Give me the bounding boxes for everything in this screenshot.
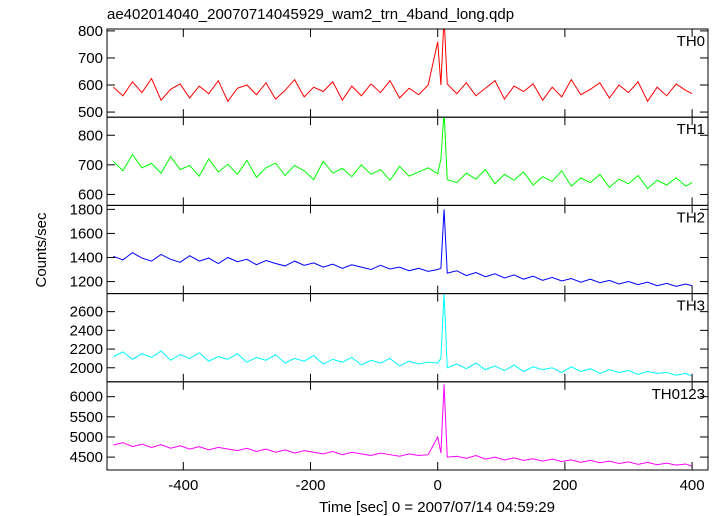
panel-label: TH2 — [677, 209, 705, 226]
y-tick-label: 4500 — [70, 449, 103, 466]
y-tick-label: 600 — [78, 186, 103, 203]
y-tick-label: 2400 — [70, 322, 103, 339]
y-tick-label: 2600 — [70, 304, 103, 321]
y-tick-label: 700 — [78, 157, 103, 174]
series-line — [113, 117, 693, 190]
y-tick-label: 5500 — [70, 409, 103, 426]
panel-label: TH0123 — [652, 386, 705, 403]
y-tick-label: 1200 — [70, 274, 103, 291]
y-axis-label: Counts/sec — [33, 212, 50, 288]
x-tick-label: 200 — [552, 477, 577, 494]
y-tick-label: 800 — [78, 23, 103, 40]
x-tick-label: -400 — [168, 477, 198, 494]
x-tick-label: -200 — [295, 477, 325, 494]
y-tick-label: 2000 — [70, 360, 103, 377]
x-tick-label: 0 — [434, 477, 442, 494]
y-tick-label: 700 — [78, 50, 103, 67]
panel-label: TH3 — [677, 298, 705, 315]
y-tick-label: 5000 — [70, 429, 103, 446]
y-tick-label: 2200 — [70, 341, 103, 358]
y-tick-label: 1800 — [70, 201, 103, 218]
panel-frame — [106, 381, 709, 471]
y-tick-label: 1600 — [70, 225, 103, 242]
panel-label: TH1 — [677, 121, 705, 138]
chart-title: ae402014040_20070714045929_wam2_trn_4ban… — [107, 6, 514, 23]
y-tick-label: 800 — [78, 127, 103, 144]
series-line — [113, 384, 693, 467]
y-tick-label: 600 — [78, 77, 103, 94]
x-axis-label: Time [sec] 0 = 2007/07/14 04:59:29 — [319, 499, 555, 516]
series-line — [113, 209, 693, 287]
x-tick-label: 400 — [680, 477, 705, 494]
y-tick-label: 1400 — [70, 250, 103, 267]
series-line — [113, 293, 693, 377]
series-line — [113, 29, 693, 103]
panel-label: TH0 — [677, 33, 705, 50]
y-tick-label: 6000 — [70, 389, 103, 406]
y-tick-label: 500 — [78, 104, 103, 121]
